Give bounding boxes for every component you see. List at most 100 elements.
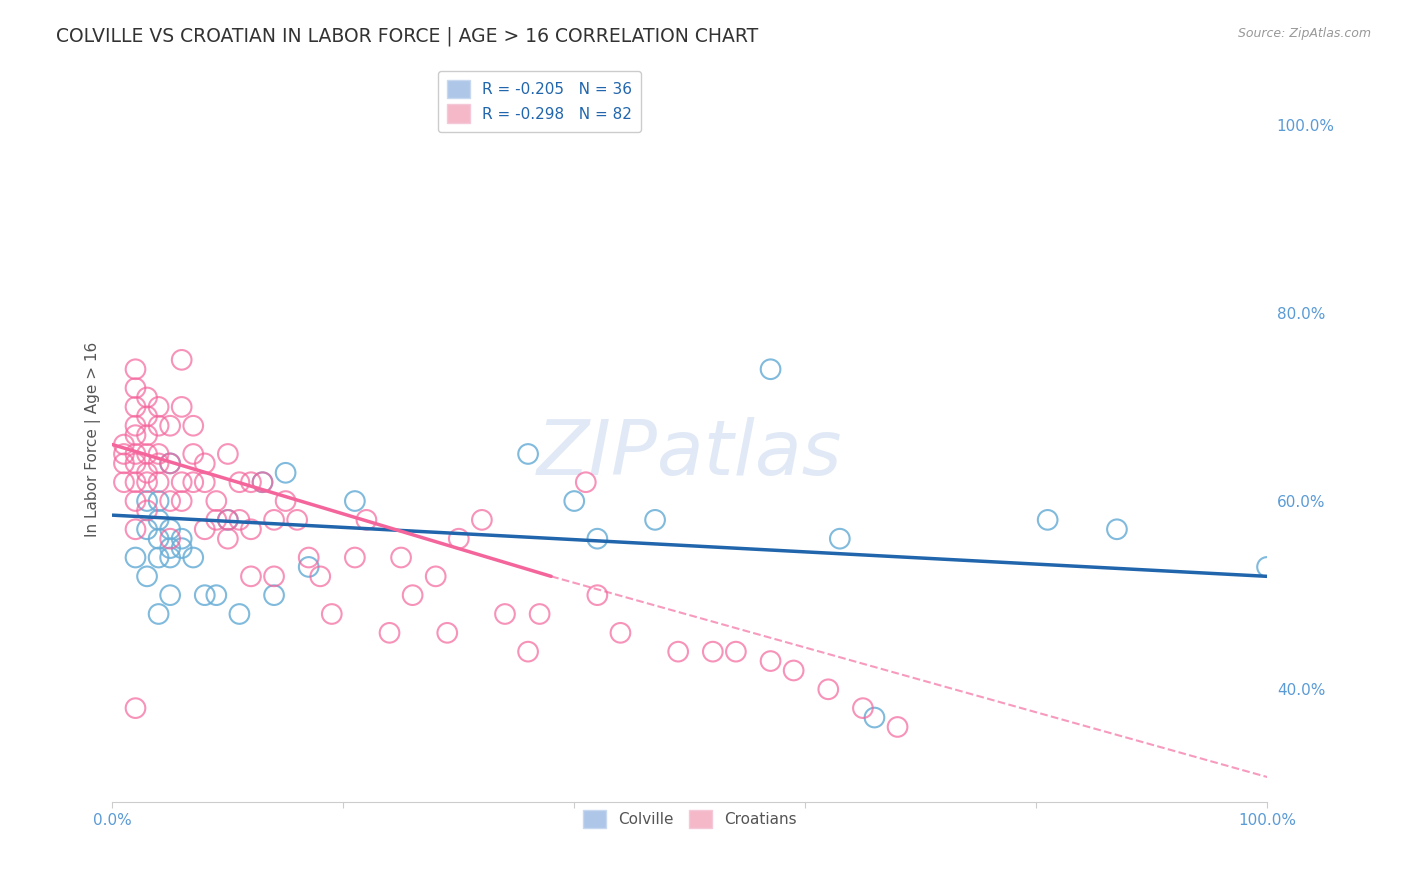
Point (136, 475, 159, 490)
Point (886, 720, 908, 734)
Point (124, 522, 146, 536)
Point (136, 503, 159, 517)
Point (148, 532, 170, 546)
Point (702, 645, 724, 659)
Point (148, 447, 170, 461)
Point (181, 475, 204, 490)
Point (181, 418, 204, 433)
Point (252, 475, 274, 490)
Point (401, 588, 423, 602)
Point (575, 475, 598, 490)
Point (124, 400, 146, 414)
Point (112, 437, 135, 451)
Point (194, 522, 217, 536)
Point (112, 456, 135, 470)
Point (136, 466, 159, 480)
Point (136, 447, 159, 461)
Point (852, 701, 875, 715)
Point (194, 588, 217, 602)
Point (136, 428, 159, 442)
Point (1036, 513, 1059, 527)
Point (124, 475, 146, 490)
Point (181, 447, 204, 461)
Point (285, 513, 308, 527)
Point (124, 447, 146, 461)
Point (170, 541, 193, 555)
Point (148, 607, 170, 621)
Point (124, 381, 146, 395)
Point (298, 560, 321, 574)
Point (205, 494, 228, 508)
Point (228, 607, 250, 621)
Point (148, 475, 170, 490)
Point (1256, 560, 1278, 574)
Point (124, 418, 146, 433)
Point (389, 550, 412, 565)
Point (148, 456, 170, 470)
Point (517, 447, 540, 461)
Point (112, 447, 135, 461)
Point (136, 494, 159, 508)
Point (205, 588, 228, 602)
Legend: Colville, Croatians: Colville, Croatians (576, 804, 803, 835)
Point (124, 456, 146, 470)
Point (228, 513, 250, 527)
Text: COLVILLE VS CROATIAN IN LABOR FORCE | AGE > 16 CORRELATION CHART: COLVILLE VS CROATIAN IN LABOR FORCE | AG… (56, 27, 758, 46)
Point (644, 513, 666, 527)
Point (159, 588, 181, 602)
Point (666, 645, 689, 659)
Point (863, 710, 886, 724)
Point (170, 532, 193, 546)
Point (170, 352, 193, 367)
Point (447, 532, 470, 546)
Point (239, 522, 262, 536)
Point (586, 588, 609, 602)
Point (817, 682, 839, 697)
Point (217, 513, 239, 527)
Point (239, 475, 262, 490)
Point (471, 513, 494, 527)
Point (136, 569, 159, 583)
Point (494, 607, 516, 621)
Point (159, 522, 181, 536)
Point (263, 569, 285, 583)
Point (217, 532, 239, 546)
Point (205, 513, 228, 527)
Point (217, 447, 239, 461)
Point (562, 494, 585, 508)
Point (759, 654, 782, 668)
Point (148, 513, 170, 527)
Point (148, 550, 170, 565)
Point (136, 522, 159, 536)
Point (228, 475, 250, 490)
Text: Source: ZipAtlas.com: Source: ZipAtlas.com (1237, 27, 1371, 40)
Point (529, 607, 551, 621)
Point (321, 607, 343, 621)
Point (159, 532, 181, 546)
Point (124, 362, 146, 376)
Point (343, 550, 366, 565)
Point (136, 409, 159, 424)
Point (517, 645, 540, 659)
Point (263, 588, 285, 602)
Y-axis label: In Labor Force | Age > 16: In Labor Force | Age > 16 (86, 343, 101, 538)
Point (298, 550, 321, 565)
Point (159, 541, 181, 555)
Point (170, 400, 193, 414)
Point (378, 625, 401, 640)
Point (309, 569, 332, 583)
Text: ZIPatlas: ZIPatlas (537, 417, 842, 491)
Point (112, 475, 135, 490)
Point (170, 494, 193, 508)
Point (170, 475, 193, 490)
Point (759, 362, 782, 376)
Point (124, 550, 146, 565)
Point (436, 625, 458, 640)
Point (124, 494, 146, 508)
Point (252, 475, 274, 490)
Point (425, 569, 447, 583)
Point (194, 456, 217, 470)
Point (181, 550, 204, 565)
Point (148, 400, 170, 414)
Point (263, 513, 285, 527)
